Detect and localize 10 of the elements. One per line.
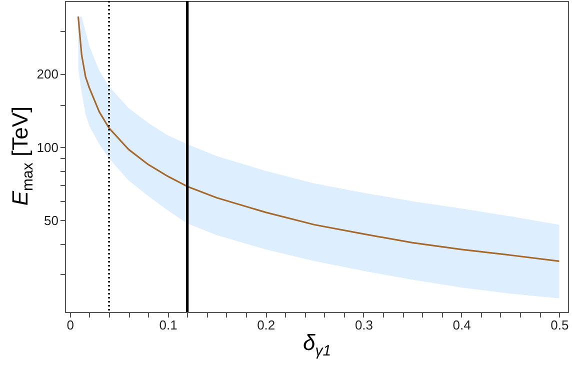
y-tick-label: 50 <box>44 212 58 228</box>
y-tick-label: 100 <box>36 140 58 155</box>
x-tick-label: 0.5 <box>550 318 569 332</box>
x-tick-label: 0.1 <box>159 318 178 332</box>
y-tick-label: 200 <box>36 66 58 82</box>
x-axis-title: δ$_{γ1}$ <box>302 330 332 360</box>
x-tick-label: 0.2 <box>257 318 276 332</box>
x-tick-label: 0 <box>66 318 74 332</box>
x-tick-label: 0.3 <box>354 318 374 332</box>
x-tick-label: 0.4 <box>452 318 471 332</box>
